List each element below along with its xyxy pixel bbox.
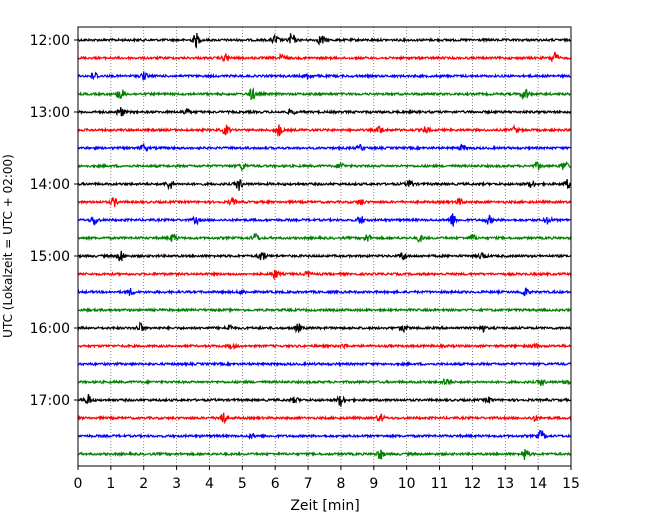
seismogram-traces [77,33,572,461]
trace-1445 [77,232,572,244]
trace-1345 [77,160,572,172]
trace-1745 [77,448,572,461]
trace-1200 [77,33,572,49]
x-tick-label: 14 [529,476,547,492]
trace-1600 [77,321,572,334]
x-tick-label: 4 [205,476,214,492]
y-axis-label: UTC (Lokalzeit = UTC + 02:00) [1,154,15,338]
x-tick-label: 11 [431,476,449,492]
x-tick-label: 15 [562,476,580,492]
y-tick-label: 14:00 [30,177,70,193]
x-tick-label: 2 [139,476,148,492]
trace-1715 [77,412,572,425]
trace-1315 [77,123,572,137]
x-tick-label: 3 [172,476,181,492]
y-tick-label: 12:00 [30,33,70,49]
x-tick-label: 8 [336,476,345,492]
trace-1430 [77,213,572,227]
trace-1515 [77,269,572,281]
x-tick-label: 5 [238,476,247,492]
vertical-gridlines [110,27,539,466]
trace-1615 [77,342,572,351]
x-axis-ticks: 0 1 2 3 4 5 6 7 8 9 10 11 12 13 14 15 [74,466,580,492]
trace-1500 [77,250,572,262]
trace-1330 [77,141,572,153]
trace-1400 [77,179,572,191]
y-tick-label: 16:00 [30,321,70,337]
x-tick-label: 7 [304,476,313,492]
trace-1215 [77,51,572,64]
trace-1245 [77,86,572,101]
x-tick-label: 9 [369,476,378,492]
trace-1230 [77,71,572,81]
y-tick-label: 15:00 [30,249,70,265]
trace-1630 [77,360,572,368]
x-tick-label: 12 [463,476,481,492]
x-axis-label: Zeit [min] [290,498,359,514]
y-axis-ticks: 12:00 13:00 14:00 15:00 16:00 17:00 [30,33,78,409]
x-tick-label: 1 [106,476,115,492]
x-tick-label: 10 [398,476,416,492]
y-tick-label: 17:00 [30,393,70,409]
x-tick-label: 13 [496,476,514,492]
trace-1300 [77,107,572,117]
x-tick-label: 0 [74,476,83,492]
trace-1545 [77,306,572,314]
y-tick-label: 13:00 [30,105,70,121]
trace-1645 [77,378,572,387]
trace-1530 [77,287,572,297]
trace-1700 [77,394,572,407]
trace-1415 [77,196,572,207]
plot-frame [77,26,572,467]
trace-1730 [77,429,572,441]
x-tick-label: 6 [271,476,280,492]
